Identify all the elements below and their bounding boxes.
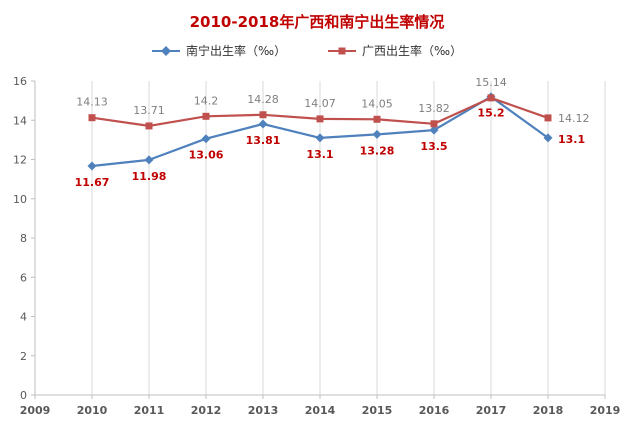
data-label-nanning: 13.81: [246, 134, 281, 147]
data-label-guangxi: 13.82: [418, 102, 450, 115]
y-tick-label: 6: [20, 271, 27, 284]
x-tick-label: 2011: [134, 404, 165, 417]
data-point-nanning: [258, 119, 268, 129]
legend-marker-nanning: [161, 46, 171, 56]
data-label-nanning: 13.06: [189, 149, 224, 162]
data-label-guangxi: 14.28: [247, 93, 279, 106]
data-point-nanning: [315, 133, 325, 143]
data-label-guangxi: 14.13: [76, 96, 108, 109]
data-label-guangxi: 14.2: [194, 94, 219, 107]
data-labels: 11.67 11.98 13.06 13.81 13.1 13.28 13.5 15.2 13.…: [75, 76, 590, 189]
data-label-nanning: 15.2: [477, 107, 504, 120]
data-label-guangxi: 14.05: [361, 97, 393, 110]
data-point-guangxi: [88, 114, 96, 122]
legend: 南宁出生率（‰） 广西出生率（‰）: [152, 43, 462, 58]
data-label-nanning: 13.1: [558, 133, 585, 146]
data-label-nanning: 13.28: [360, 144, 395, 157]
legend-marker-guangxi: [338, 47, 346, 55]
data-label-guangxi: 13.71: [133, 104, 165, 117]
data-label-nanning: 11.67: [75, 176, 110, 189]
data-point-guangxi: [259, 111, 267, 119]
y-axis-ticks: 0 2 4 6 8 10 12 14 16: [13, 75, 35, 402]
y-tick-label: 12: [13, 154, 27, 167]
x-tick-label: 2013: [248, 404, 279, 417]
data-label-guangxi: 14.07: [304, 97, 336, 110]
data-point-nanning: [144, 155, 154, 165]
y-tick-label: 0: [20, 389, 27, 402]
y-tick-label: 14: [13, 114, 27, 127]
x-tick-label: 2014: [305, 404, 336, 417]
data-point-guangxi: [316, 115, 324, 123]
data-point-nanning: [543, 133, 553, 143]
x-tick-label: 2012: [191, 404, 222, 417]
chart-title: 2010-2018年广西和南宁出生率情况: [190, 13, 445, 31]
data-label-guangxi: 14.12: [558, 112, 590, 125]
data-point-guangxi: [544, 114, 552, 122]
data-point-nanning: [87, 161, 97, 171]
data-point-guangxi: [487, 94, 495, 102]
data-point-nanning: [201, 134, 211, 144]
x-tick-label: 2015: [362, 404, 393, 417]
data-point-guangxi: [202, 112, 210, 120]
x-tick-label: 2010: [77, 404, 108, 417]
data-label-nanning: 13.5: [420, 140, 447, 153]
x-axis-ticks: 2009 2010 2011 2012 2013 2014 2015 2016 2017 2018…: [20, 395, 621, 417]
legend-item-guangxi: 广西出生率（‰）: [328, 43, 462, 58]
data-point-nanning: [429, 125, 439, 135]
y-tick-label: 10: [13, 193, 27, 206]
x-tick-label: 2019: [590, 404, 621, 417]
x-tick-label: 2018: [533, 404, 564, 417]
y-tick-label: 16: [13, 75, 27, 88]
gridlines: [91, 81, 606, 395]
y-tick-label: 2: [20, 350, 27, 363]
legend-label-nanning: 南宁出生率（‰）: [186, 43, 286, 58]
data-point-guangxi: [373, 115, 381, 123]
x-tick-label: 2017: [476, 404, 507, 417]
series-markers: [87, 92, 553, 171]
data-point-nanning: [372, 129, 382, 139]
data-point-guangxi: [145, 122, 153, 130]
y-tick-label: 8: [20, 232, 27, 245]
y-tick-label: 4: [20, 311, 27, 324]
data-label-nanning: 11.98: [132, 170, 167, 183]
data-label-nanning: 13.1: [306, 148, 333, 161]
legend-label-guangxi: 广西出生率（‰）: [362, 43, 462, 58]
legend-item-nanning: 南宁出生率（‰）: [152, 43, 286, 58]
data-label-guangxi: 15.14: [475, 76, 507, 89]
x-tick-label: 2009: [20, 404, 51, 417]
x-tick-label: 2016: [419, 404, 450, 417]
data-point-guangxi: [430, 120, 438, 128]
